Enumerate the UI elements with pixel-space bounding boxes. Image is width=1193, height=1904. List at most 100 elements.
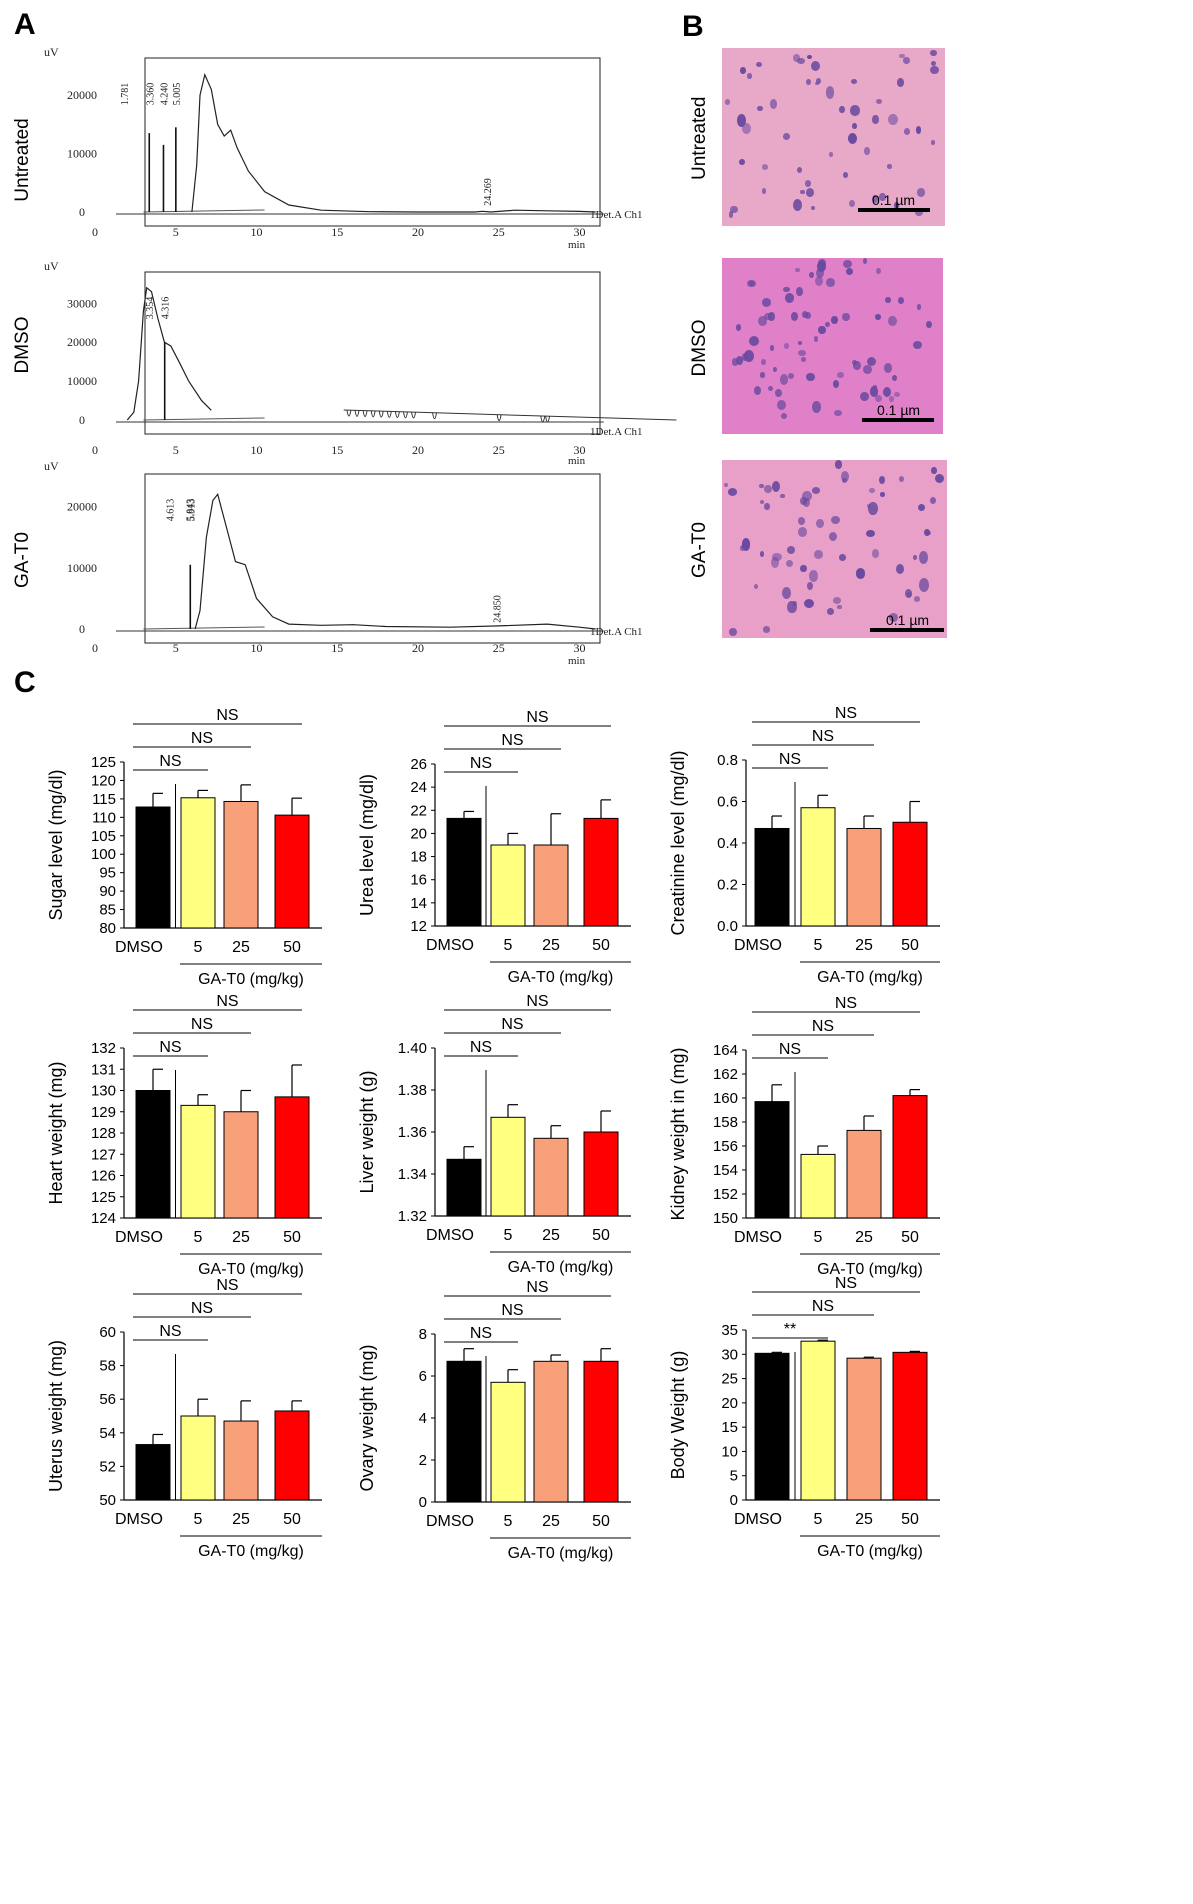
cell-nucleus <box>828 531 837 541</box>
bar <box>846 1129 882 1219</box>
bar <box>846 1357 882 1501</box>
x-tick-label: DMSO <box>426 937 474 954</box>
scale-bar-label: 0.1 µm <box>872 192 916 208</box>
significance-label: NS <box>159 753 181 770</box>
cell-nucleus <box>813 550 824 559</box>
baseline-dip <box>362 410 368 418</box>
scale-bar-label: 0.1 µm <box>886 612 930 628</box>
x-tick-label: 25 <box>232 1229 250 1246</box>
cell-nucleus <box>813 336 819 342</box>
cell-nucleus <box>773 367 778 372</box>
y-tick-label: 10000 <box>67 374 97 388</box>
x-tick-label: 30 <box>574 443 586 457</box>
cell-nucleus <box>919 578 930 592</box>
cell-nucleus <box>793 54 801 63</box>
x-tick-label: 20 <box>412 641 424 655</box>
bar <box>754 1101 790 1219</box>
panel-a-label: A <box>14 8 36 41</box>
x-tick-label: DMSO <box>115 1229 163 1246</box>
baseline-dip <box>540 415 546 423</box>
cell-nucleus <box>747 279 756 288</box>
cell-nucleus <box>889 395 894 402</box>
x-tick-label: 5 <box>814 1511 823 1528</box>
y-tick-label: 20000 <box>67 335 97 349</box>
cell-nucleus <box>764 503 770 511</box>
y-axis-label: Liver weight (g) <box>357 1070 377 1193</box>
bar <box>490 1116 526 1217</box>
x-group-label: GA-T0 (mg/kg) <box>817 1261 923 1278</box>
y-axis-label: Urea level (mg/dl) <box>357 774 377 916</box>
cell-nucleus <box>758 316 768 326</box>
cell-nucleus <box>747 73 752 79</box>
cell-nucleus <box>723 482 729 488</box>
x-tick-label: 25 <box>493 641 505 655</box>
cell-nucleus <box>800 189 805 195</box>
x-unit-label: min <box>568 239 586 251</box>
cell-nucleus <box>838 106 845 114</box>
y-tick-label: 125 <box>91 1189 116 1206</box>
cell-nucleus <box>834 460 843 469</box>
peak-label: 3.360 <box>145 83 156 106</box>
y-tick-label: 20000 <box>67 500 97 514</box>
significance-label: NS <box>526 993 548 1010</box>
cell-nucleus <box>880 492 885 497</box>
bar <box>892 821 928 927</box>
y-tick-label: 127 <box>91 1146 116 1163</box>
cell-nucleus <box>843 172 848 179</box>
y-tick-label: 4 <box>419 1410 427 1427</box>
cell-nucleus <box>832 379 840 389</box>
baseline-dip <box>346 410 352 417</box>
cell-nucleus <box>790 312 799 321</box>
cell-nucleus <box>819 260 824 266</box>
baseline-drift <box>143 626 265 630</box>
y-unit-label: uV <box>44 459 59 473</box>
y-axis-label: Heart weight (mg) <box>46 1061 66 1204</box>
y-tick-label: 1.40 <box>398 1040 427 1057</box>
bar <box>180 1415 216 1501</box>
cell-nucleus <box>825 321 831 327</box>
cell-nucleus <box>753 583 758 589</box>
cell-nucleus <box>888 316 897 327</box>
channel-label: 1Det.A Ch1 <box>590 209 643 221</box>
cell-nucleus <box>759 550 765 558</box>
cell-nucleus <box>774 389 782 398</box>
y-tick-label: 80 <box>99 920 116 937</box>
cell-nucleus <box>763 484 772 494</box>
cell-nucleus <box>839 554 846 561</box>
y-tick-label: 0 <box>730 1492 738 1509</box>
y-tick-label: 131 <box>91 1061 116 1078</box>
chromatogram-trace <box>126 286 212 421</box>
x-tick-label: 25 <box>493 225 505 239</box>
bar <box>490 1381 526 1503</box>
baseline-dip <box>394 411 400 419</box>
peak-label: 4.613 <box>165 499 176 522</box>
scale-bar-label: 0.1 µm <box>877 402 921 418</box>
baseline-dip <box>496 414 502 422</box>
cell-nucleus <box>847 132 857 144</box>
y-tick-label: 0 <box>419 1494 427 1511</box>
y-tick-label: 85 <box>99 902 116 919</box>
x-tick-label: 5 <box>814 1229 823 1246</box>
x-group-label: GA-T0 (mg/kg) <box>817 1543 923 1560</box>
y-tick-label: 18 <box>410 849 427 866</box>
significance-label: NS <box>812 1018 834 1035</box>
cell-nucleus <box>806 373 815 382</box>
cell-nucleus <box>769 344 775 351</box>
y-tick-label: 0.6 <box>717 794 738 811</box>
significance-label: NS <box>835 995 857 1012</box>
y-tick-label: 128 <box>91 1125 116 1142</box>
y-tick-label: 22 <box>410 802 427 819</box>
cell-nucleus <box>918 504 926 512</box>
x-tick-label: 50 <box>592 1513 610 1530</box>
cell-nucleus <box>885 296 891 304</box>
peak-label: 1.781 <box>120 83 131 106</box>
y-tick-label: 0.4 <box>717 835 738 852</box>
y-unit-label: uV <box>44 259 59 273</box>
bar <box>754 827 790 927</box>
cell-nucleus <box>786 546 796 555</box>
bar-chart-7: 50 52 54 56 58 60 Uterus weight (mg) DMSO 5 25 50 G… <box>46 1277 322 1560</box>
bar <box>583 817 619 927</box>
chromatogram-row-label: DMSO <box>12 317 33 374</box>
histology-image-untreated: 0.1 µm <box>722 48 945 226</box>
channel-label: 1Det.A Ch1 <box>590 626 643 638</box>
